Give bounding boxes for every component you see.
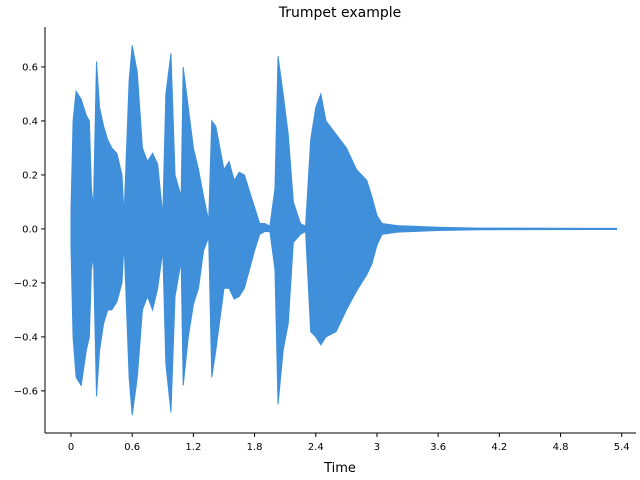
x-tick-label: 2.4 (308, 442, 324, 453)
x-tick-label: 4.8 (553, 442, 569, 453)
waveform (70, 45, 618, 416)
x-axis-label: Time (323, 461, 356, 476)
y-tick-label: 0.2 (22, 170, 38, 181)
x-tick-label: 4.2 (491, 442, 507, 453)
y-tick-label: −0.4 (14, 332, 38, 343)
y-tick-label: 0.6 (22, 62, 38, 73)
x-tick-label: 5.4 (614, 442, 630, 453)
chart-title: Trumpet example (278, 5, 401, 21)
x-tick-label: 1.2 (185, 442, 201, 453)
y-tick-label: −0.6 (14, 386, 38, 397)
x-tick-label: 1.8 (247, 442, 263, 453)
y-tick-label: 0.4 (22, 116, 38, 127)
x-tick-label: 0.6 (124, 442, 140, 453)
x-tick-label: 3 (374, 442, 380, 453)
x-tick-label: 0 (68, 442, 74, 453)
x-tick-label: 3.6 (430, 442, 446, 453)
y-tick-label: −0.2 (14, 278, 38, 289)
y-tick-label: 0.0 (22, 224, 38, 235)
